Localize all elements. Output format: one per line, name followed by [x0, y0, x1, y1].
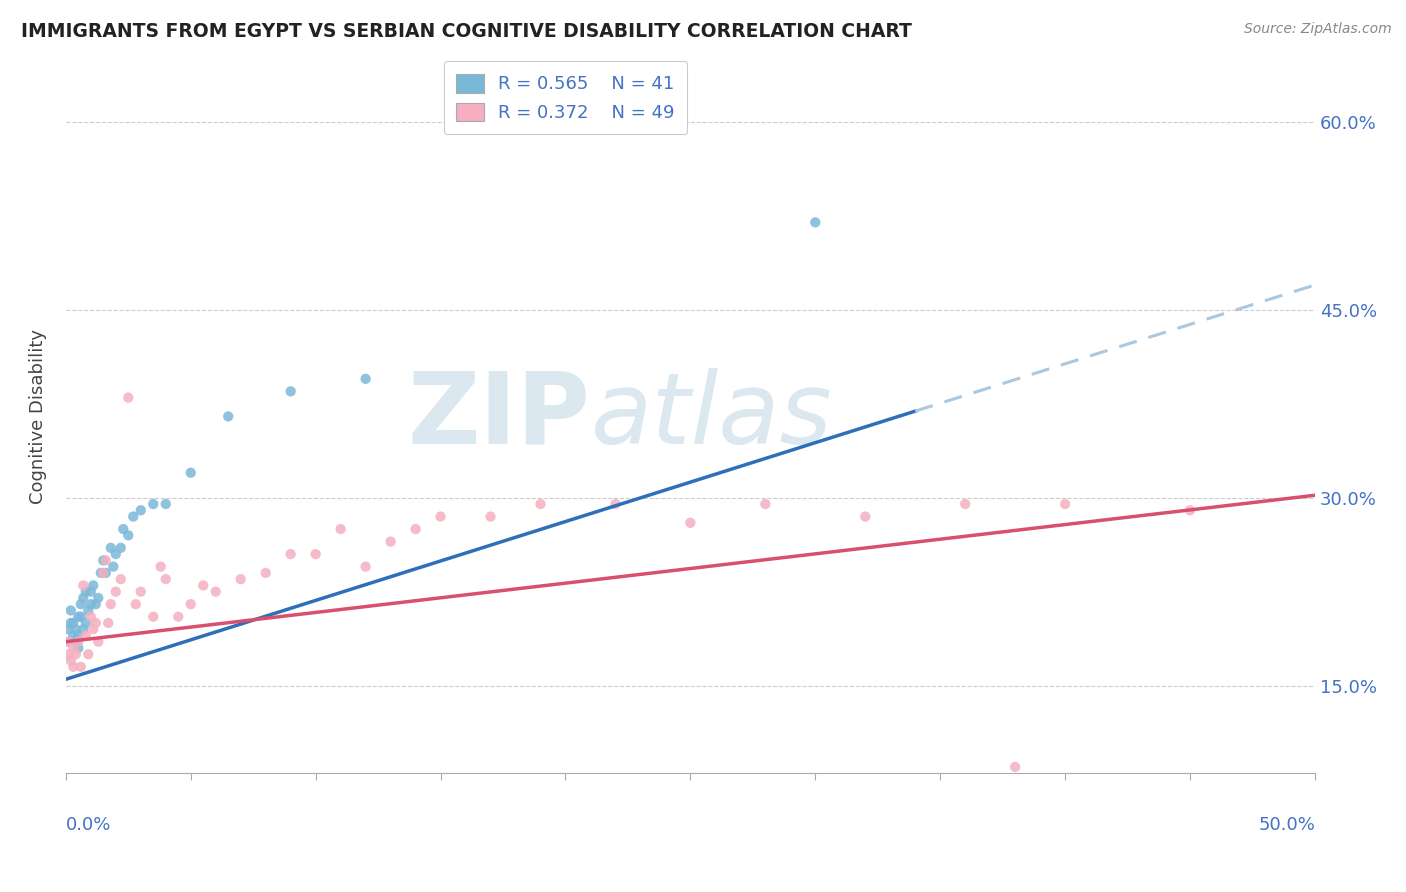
Point: [280, 547, 302, 561]
Point: [254, 566, 277, 580]
Point: [354, 559, 377, 574]
Point: [69, 609, 91, 624]
Point: [125, 597, 148, 611]
Point: [69, 597, 91, 611]
Point: [380, 534, 402, 549]
Text: 50.0%: 50.0%: [1258, 816, 1315, 834]
Point: [62, 640, 84, 655]
Point: [953, 497, 976, 511]
Point: [117, 391, 139, 405]
Point: [1054, 497, 1077, 511]
Point: [94, 566, 117, 580]
Point: [100, 597, 122, 611]
Point: [329, 522, 352, 536]
Point: [804, 215, 827, 229]
Point: [142, 609, 165, 624]
Point: [1178, 503, 1201, 517]
Point: [112, 522, 135, 536]
Point: [82, 622, 104, 636]
Point: [180, 597, 202, 611]
Point: [58, 622, 80, 636]
Point: [87, 591, 110, 605]
Point: [679, 516, 702, 530]
Point: [75, 615, 97, 630]
Point: [1004, 760, 1026, 774]
Text: 0.0%: 0.0%: [66, 816, 111, 834]
Point: [129, 503, 152, 517]
Point: [62, 660, 84, 674]
Point: [59, 653, 82, 667]
Point: [62, 628, 84, 642]
Point: [90, 566, 112, 580]
Y-axis label: Cognitive Disability: Cognitive Disability: [30, 329, 46, 504]
Point: [155, 497, 177, 511]
Point: [429, 509, 451, 524]
Point: [110, 572, 132, 586]
Point: [77, 647, 100, 661]
Point: [304, 547, 326, 561]
Point: [58, 634, 80, 648]
Point: [75, 628, 97, 642]
Point: [155, 572, 177, 586]
Point: [479, 509, 502, 524]
Point: [91, 553, 114, 567]
Point: [129, 584, 152, 599]
Text: IMMIGRANTS FROM EGYPT VS SERBIAN COGNITIVE DISABILITY CORRELATION CHART: IMMIGRANTS FROM EGYPT VS SERBIAN COGNITI…: [21, 22, 912, 41]
Point: [67, 628, 90, 642]
Point: [193, 578, 215, 592]
Point: [142, 497, 165, 511]
Point: [87, 634, 110, 648]
Point: [80, 597, 103, 611]
Point: [405, 522, 427, 536]
Point: [65, 634, 87, 648]
Point: [754, 497, 776, 511]
Point: [72, 591, 94, 605]
Text: atlas: atlas: [591, 368, 832, 465]
Point: [62, 615, 84, 630]
Legend: R = 0.565    N = 41, R = 0.372    N = 49: R = 0.565 N = 41, R = 0.372 N = 49: [444, 62, 688, 135]
Point: [117, 528, 139, 542]
Point: [180, 466, 202, 480]
Point: [217, 409, 239, 424]
Text: ZIP: ZIP: [408, 368, 591, 465]
Point: [104, 547, 127, 561]
Point: [75, 584, 97, 599]
Point: [65, 622, 87, 636]
Point: [94, 553, 117, 567]
Point: [529, 497, 551, 511]
Point: [80, 584, 103, 599]
Point: [100, 541, 122, 555]
Point: [104, 584, 127, 599]
Point: [229, 572, 252, 586]
Point: [84, 615, 107, 630]
Point: [69, 660, 91, 674]
Point: [72, 622, 94, 636]
Point: [204, 584, 226, 599]
Point: [97, 615, 120, 630]
Point: [67, 634, 90, 648]
Point: [605, 497, 627, 511]
Point: [84, 597, 107, 611]
Point: [77, 603, 100, 617]
Text: Source: ZipAtlas.com: Source: ZipAtlas.com: [1244, 22, 1392, 37]
Point: [59, 615, 82, 630]
Point: [853, 509, 876, 524]
Point: [354, 372, 377, 386]
Point: [67, 640, 90, 655]
Point: [82, 578, 104, 592]
Point: [59, 603, 82, 617]
Point: [58, 647, 80, 661]
Point: [122, 509, 145, 524]
Point: [91, 566, 114, 580]
Point: [167, 609, 190, 624]
Point: [58, 634, 80, 648]
Point: [72, 578, 94, 592]
Point: [65, 647, 87, 661]
Point: [280, 384, 302, 399]
Point: [80, 609, 103, 624]
Point: [110, 541, 132, 555]
Point: [149, 559, 172, 574]
Point: [67, 609, 90, 624]
Point: [103, 559, 125, 574]
